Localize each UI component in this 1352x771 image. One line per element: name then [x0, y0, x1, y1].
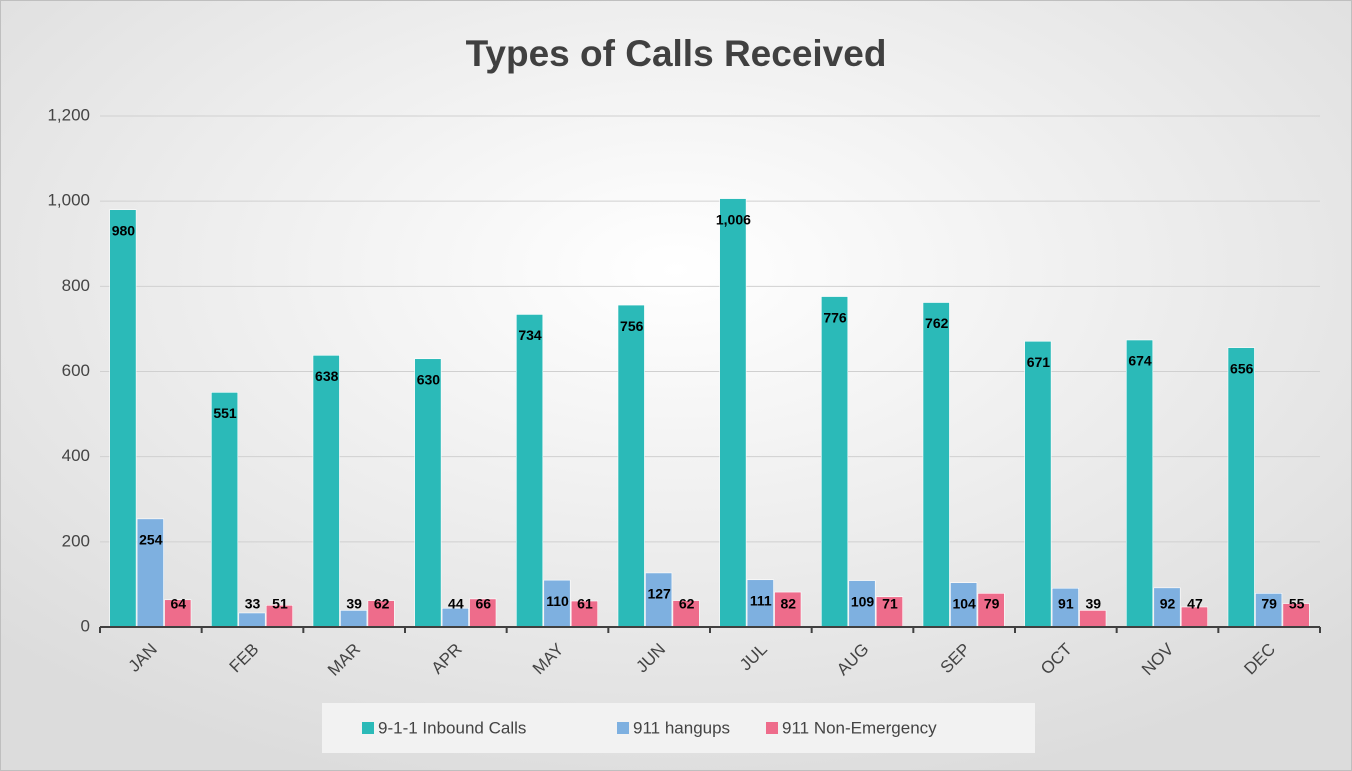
- bar: [238, 612, 266, 628]
- bar: [719, 198, 747, 628]
- bar: [211, 392, 239, 628]
- value-label: 656: [1230, 360, 1254, 376]
- bar: [516, 314, 544, 628]
- bar: [977, 593, 1005, 628]
- bar: [1227, 347, 1255, 628]
- value-label: 1,006: [716, 211, 751, 227]
- bar: [1051, 587, 1079, 628]
- value-label: 551: [213, 405, 237, 421]
- value-label: 33: [245, 596, 261, 612]
- value-label: 762: [925, 315, 949, 331]
- value-label: 61: [577, 596, 593, 612]
- legend-box: [322, 703, 1035, 753]
- bar: [922, 302, 950, 628]
- value-label: 638: [315, 368, 339, 384]
- y-tick-label: 400: [62, 446, 90, 465]
- bar: [414, 358, 442, 628]
- value-label: 39: [346, 596, 362, 612]
- value-label: 82: [780, 596, 796, 612]
- value-label: 62: [679, 596, 695, 612]
- bar: [617, 304, 645, 628]
- legend-swatch: [362, 722, 374, 734]
- value-label: 630: [417, 371, 441, 387]
- value-label: 55: [1289, 596, 1305, 612]
- bar: [109, 209, 137, 628]
- bar: [1126, 339, 1154, 628]
- value-label: 79: [1261, 596, 1277, 612]
- bar: [672, 600, 700, 628]
- value-label: 92: [1160, 596, 1176, 612]
- value-label: 111: [750, 592, 772, 608]
- value-label: 91: [1058, 596, 1074, 612]
- bar: [543, 579, 571, 628]
- value-label: 734: [518, 327, 542, 343]
- value-label: 110: [546, 593, 569, 609]
- bar: [1024, 340, 1052, 628]
- y-tick-label: 0: [81, 616, 90, 635]
- bar: [469, 598, 497, 628]
- value-label: 776: [823, 309, 847, 325]
- bar: [312, 355, 340, 628]
- bar: [746, 579, 774, 628]
- value-label: 674: [1128, 353, 1152, 369]
- y-tick-label: 200: [62, 531, 90, 550]
- value-label: 64: [170, 596, 186, 612]
- chart-title: Types of Calls Received: [466, 33, 887, 74]
- y-tick-label: 600: [62, 361, 90, 380]
- value-label: 51: [272, 596, 288, 612]
- value-label: 47: [1187, 596, 1203, 612]
- value-label: 756: [620, 318, 644, 334]
- value-label: 71: [882, 596, 898, 612]
- value-label: 79: [984, 596, 1000, 612]
- y-tick-label: 800: [62, 276, 90, 295]
- bar: [1153, 587, 1181, 628]
- value-label: 671: [1027, 354, 1051, 370]
- bar: [774, 591, 802, 628]
- value-label: 62: [374, 596, 390, 612]
- y-tick-label: 1,000: [47, 191, 90, 210]
- legend-label: 9-1-1 Inbound Calls: [378, 718, 526, 737]
- bar: [950, 582, 978, 628]
- bar: [136, 518, 164, 628]
- legend-swatch: [766, 722, 778, 734]
- legend-swatch: [617, 722, 629, 734]
- legend-label: 911 hangups: [633, 718, 730, 737]
- bar: [821, 296, 849, 628]
- value-label: 44: [448, 596, 464, 612]
- bar: [367, 600, 395, 628]
- bar: [340, 610, 368, 628]
- y-tick-label: 1,200: [47, 105, 90, 124]
- value-label: 254: [139, 532, 163, 548]
- bar: [875, 596, 903, 628]
- value-label: 66: [475, 596, 491, 612]
- value-label: 39: [1085, 596, 1101, 612]
- value-label: 104: [952, 595, 976, 611]
- value-label: 109: [851, 593, 875, 609]
- bar: [164, 599, 192, 628]
- bar: [1079, 610, 1107, 628]
- value-label: 980: [112, 222, 136, 238]
- value-label: 127: [647, 586, 671, 602]
- bar: [570, 600, 598, 628]
- legend-label: 911 Non-Emergency: [782, 718, 937, 737]
